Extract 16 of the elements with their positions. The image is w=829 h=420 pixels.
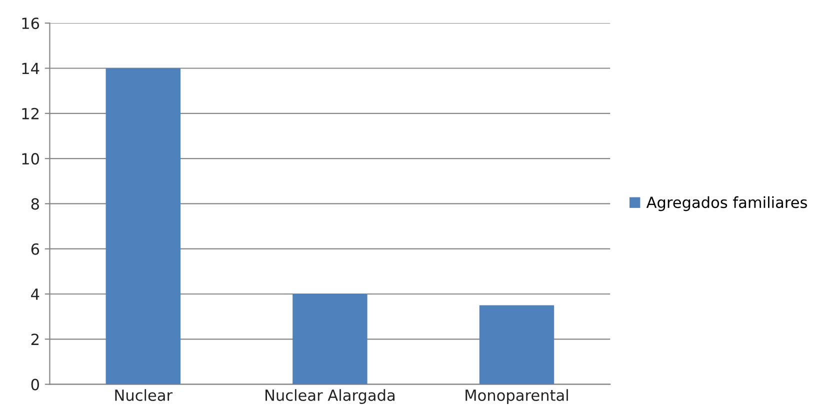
y-tick-label: 6 — [31, 243, 40, 255]
y-tick-label: 12 — [22, 108, 38, 120]
y-tick-label: 14 — [22, 62, 40, 74]
y-tick-label: 0 — [31, 378, 40, 390]
y-tick-label: 4 — [31, 288, 40, 300]
bar — [479, 305, 554, 384]
y-tick-label: 10 — [22, 153, 40, 165]
x-tick-label: Monoparental — [466, 389, 568, 404]
bar — [106, 68, 180, 384]
y-tick-label: 8 — [31, 198, 39, 210]
legend-label: Agregados familiares — [646, 196, 807, 212]
y-tick-label: 16 — [22, 18, 40, 30]
y-tick-label: 2 — [31, 334, 38, 345]
x-tick-label: Nuclear — [115, 389, 173, 401]
x-tick-label: Nuclear Alargada — [266, 389, 394, 404]
bar — [292, 294, 368, 384]
